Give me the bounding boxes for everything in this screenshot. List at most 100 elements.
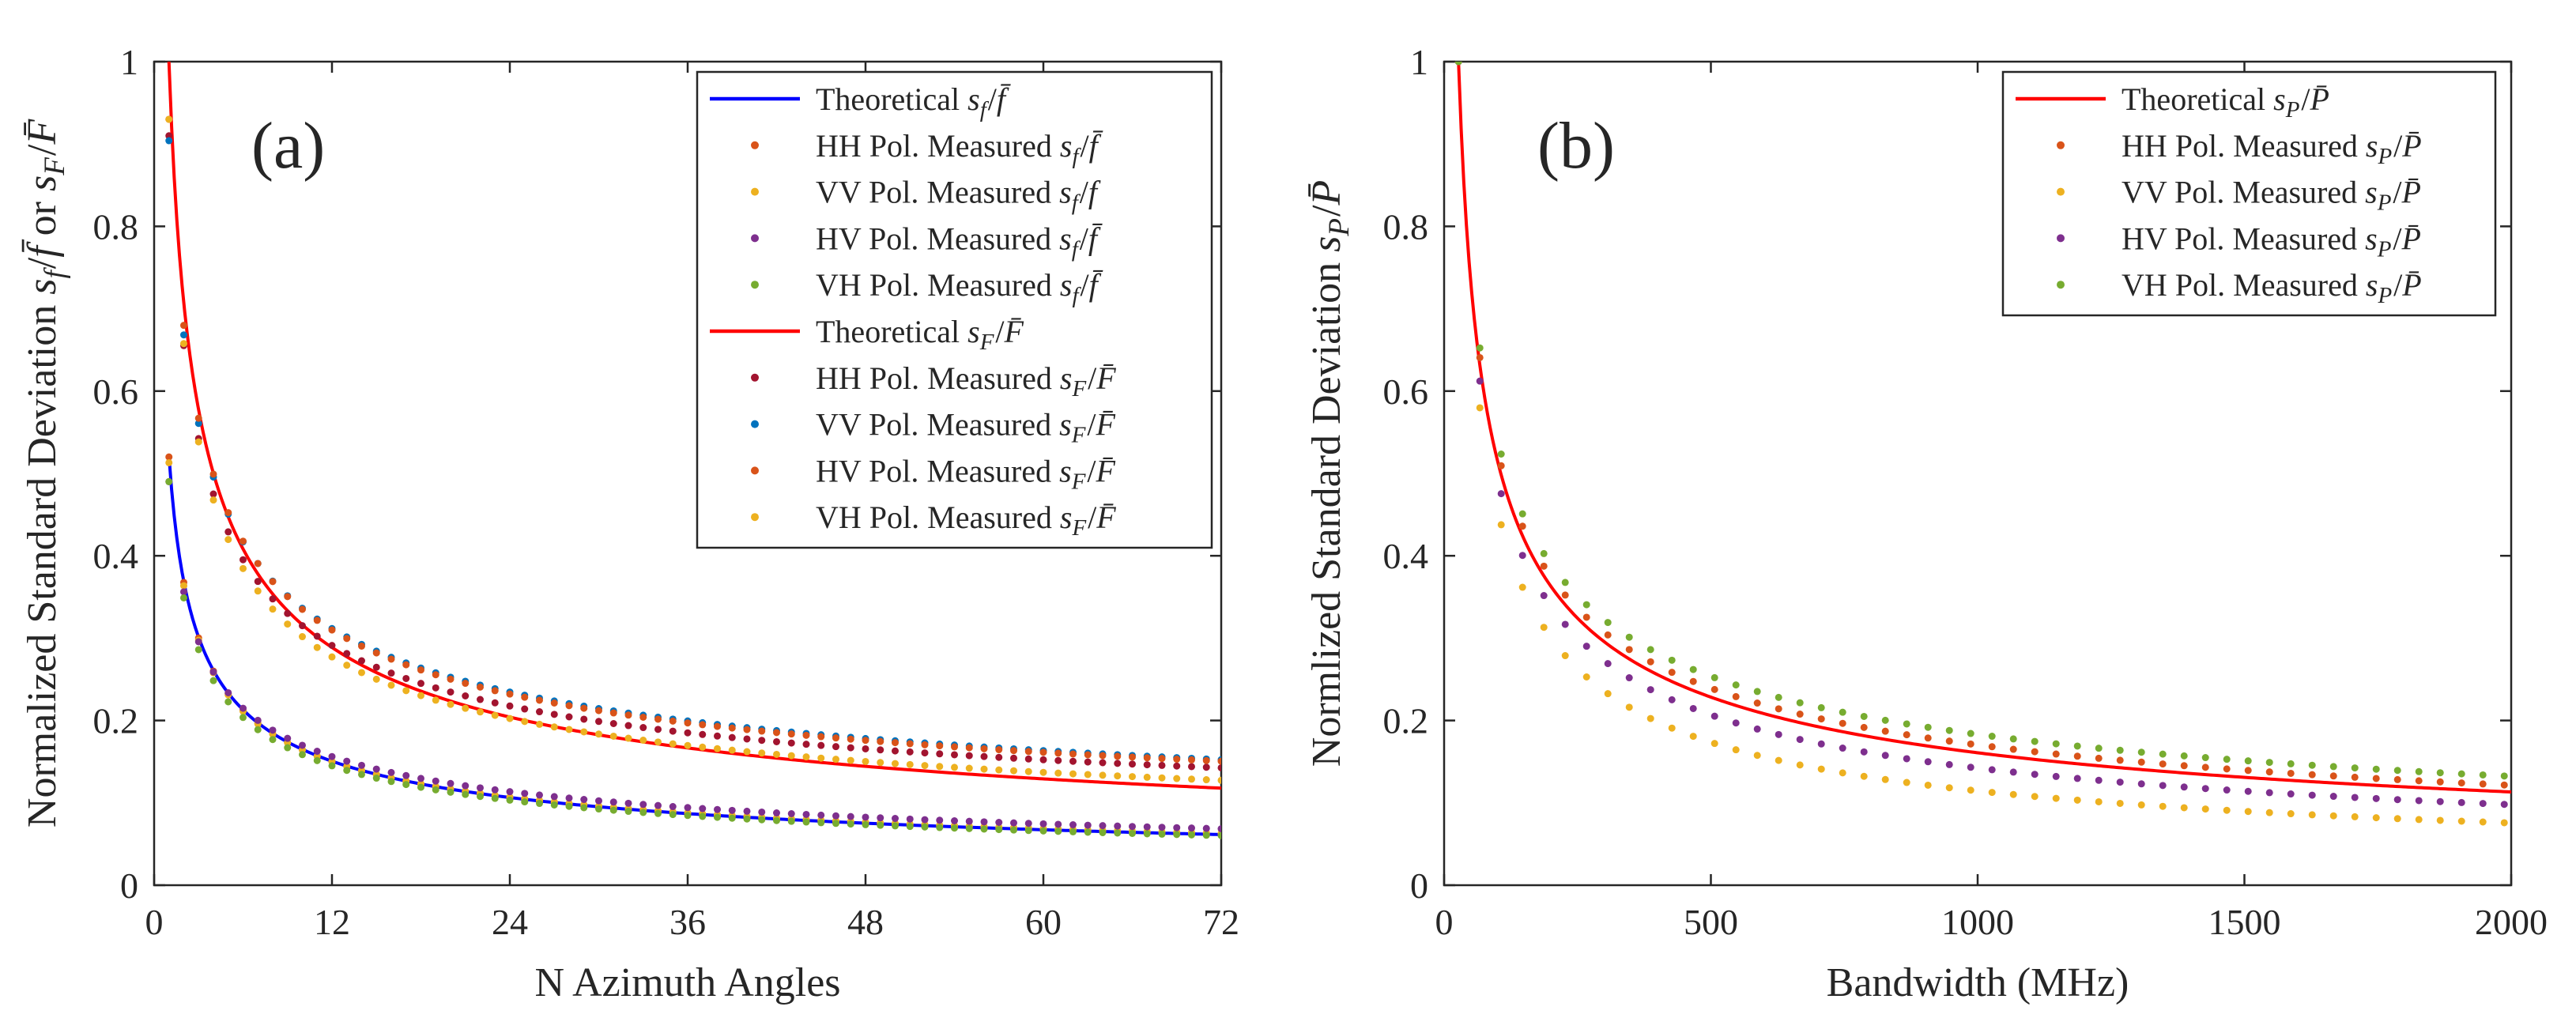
data-point (1668, 669, 1676, 677)
data-point (1903, 720, 1910, 728)
data-point (2372, 775, 2380, 782)
data-point (550, 723, 558, 731)
data-point (787, 810, 795, 817)
series-dots-6 (165, 132, 1221, 771)
data-point (358, 657, 365, 665)
data-point (1084, 771, 1092, 779)
data-point (2116, 746, 2124, 754)
data-point (2073, 796, 2081, 804)
data-point (1988, 766, 1996, 774)
data-point (2308, 811, 2316, 819)
data-point (2479, 818, 2487, 826)
data-point (921, 823, 929, 831)
data-point (743, 735, 751, 743)
series-dots-3 (1454, 62, 2508, 809)
data-point (1518, 522, 1526, 530)
data-point (1646, 646, 1654, 654)
data-point (758, 749, 766, 757)
data-point (1817, 703, 1825, 711)
data-point (2095, 754, 2103, 762)
data-point (980, 745, 988, 752)
series-dots-2 (1454, 62, 2508, 827)
data-point (1143, 754, 1151, 762)
panel-a: 0 12 24 36 48 60 72 0 0.2 0.4 0.6 0.8 1 N Azimuth Ang… (20, 42, 1239, 1005)
data-point (2137, 801, 2145, 809)
data-point (1114, 760, 1122, 767)
data-point (565, 713, 573, 721)
data-point (1988, 733, 1996, 741)
data-point (965, 752, 973, 760)
data-point (254, 560, 262, 567)
data-point (1054, 749, 1062, 757)
data-point (209, 496, 217, 504)
data-point (1945, 737, 1953, 745)
data-point (2393, 815, 2401, 823)
data-point (714, 805, 721, 813)
data-point (654, 801, 662, 809)
data-point (180, 322, 187, 330)
data-point (624, 799, 632, 807)
data-point (2479, 780, 2487, 788)
data-point (1099, 828, 1107, 836)
data-point (1540, 624, 1548, 631)
data-point (358, 761, 365, 769)
data-point (965, 824, 973, 832)
data-point (2116, 799, 2124, 807)
legend-entry: HV Pol. Measured sF/F̄ (816, 453, 1116, 494)
data-point (1817, 765, 1825, 773)
data-point (669, 803, 677, 811)
legend-dot-swatch (2057, 281, 2065, 289)
data-point (2159, 760, 2167, 768)
legend: Theoretical sP/P̄ HH Pol. Measured sP/P̄ V… (2001, 70, 2497, 317)
data-point (624, 734, 632, 742)
data-point (2009, 745, 2017, 753)
data-point (699, 743, 707, 751)
data-point (1817, 715, 1825, 723)
symbol-denominator: P̄ (2310, 81, 2329, 117)
data-point (269, 578, 277, 586)
data-point (2415, 777, 2423, 785)
symbol-s: s (1060, 500, 1073, 535)
symbol-denominator: P̄ (1304, 180, 1349, 206)
data-point (699, 721, 707, 729)
x-tick-label: 48 (847, 902, 884, 942)
data-point (477, 683, 484, 691)
data-point (1518, 552, 1526, 560)
data-point (892, 822, 899, 830)
data-point (2137, 748, 2145, 756)
data-point (787, 752, 795, 760)
data-point (209, 470, 217, 478)
data-point (343, 635, 351, 643)
data-point (965, 744, 973, 752)
data-point (269, 726, 277, 734)
data-point (2223, 756, 2231, 763)
data-point (209, 677, 217, 684)
data-point (284, 620, 292, 628)
data-point (1069, 757, 1077, 765)
data-point (951, 763, 958, 771)
x-axis-label: N Azimuth Angles (534, 960, 840, 1005)
data-point (2436, 769, 2444, 777)
data-point (580, 804, 588, 812)
data-point (580, 715, 588, 723)
data-point (2265, 809, 2273, 816)
data-point (714, 732, 721, 740)
data-point (995, 826, 1003, 834)
data-point (224, 528, 232, 536)
data-point (269, 595, 277, 603)
data-point (165, 115, 173, 123)
data-point (892, 760, 899, 767)
data-point (2265, 759, 2273, 767)
data-point (402, 661, 410, 669)
data-point (165, 453, 173, 461)
data-point (328, 762, 336, 770)
y-tick-label: 0.6 (93, 371, 139, 412)
data-point (1668, 696, 1676, 703)
data-point (802, 810, 810, 818)
data-point (284, 734, 292, 742)
data-point (1158, 824, 1166, 831)
data-point (2223, 765, 2231, 773)
data-point (728, 806, 736, 814)
legend-dot-swatch (751, 373, 759, 382)
data-point (432, 684, 439, 692)
